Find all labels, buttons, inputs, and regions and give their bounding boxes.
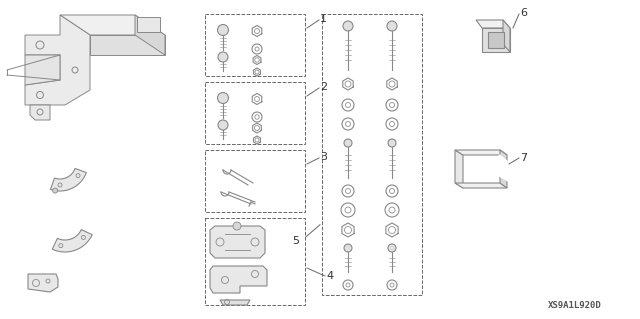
Circle shape <box>388 244 396 252</box>
Text: 1: 1 <box>320 14 327 24</box>
Polygon shape <box>30 105 50 120</box>
Bar <box>322 14 422 295</box>
Polygon shape <box>51 168 86 191</box>
Circle shape <box>52 188 58 193</box>
Bar <box>205 218 305 305</box>
Circle shape <box>388 139 396 147</box>
Circle shape <box>233 222 241 230</box>
Polygon shape <box>455 150 463 188</box>
Circle shape <box>387 21 397 31</box>
Circle shape <box>218 120 228 130</box>
Text: 3: 3 <box>320 152 327 162</box>
Circle shape <box>218 25 228 35</box>
Text: 2: 2 <box>320 82 327 92</box>
Bar <box>205 14 305 76</box>
Text: XS9A1L920D: XS9A1L920D <box>548 300 602 309</box>
Polygon shape <box>135 15 165 55</box>
Circle shape <box>218 52 228 62</box>
Text: 4: 4 <box>326 271 333 281</box>
Circle shape <box>343 21 353 31</box>
Polygon shape <box>455 150 507 155</box>
Polygon shape <box>25 15 90 105</box>
Bar <box>205 150 305 212</box>
Text: 7: 7 <box>520 153 527 163</box>
Polygon shape <box>476 20 510 28</box>
Text: 5: 5 <box>292 236 299 246</box>
Polygon shape <box>488 32 504 48</box>
Polygon shape <box>210 266 267 293</box>
Polygon shape <box>500 174 507 188</box>
Polygon shape <box>500 150 507 164</box>
Bar <box>205 82 305 144</box>
Polygon shape <box>220 300 250 305</box>
Polygon shape <box>90 35 165 55</box>
Polygon shape <box>28 274 58 292</box>
Polygon shape <box>25 55 60 85</box>
Polygon shape <box>503 20 510 52</box>
Polygon shape <box>60 15 165 35</box>
Polygon shape <box>52 230 92 252</box>
Polygon shape <box>137 17 160 32</box>
Circle shape <box>344 244 352 252</box>
Polygon shape <box>482 28 510 52</box>
Polygon shape <box>210 226 265 258</box>
Circle shape <box>344 139 352 147</box>
Polygon shape <box>455 183 507 188</box>
Circle shape <box>218 93 228 103</box>
Text: 6: 6 <box>520 8 527 18</box>
